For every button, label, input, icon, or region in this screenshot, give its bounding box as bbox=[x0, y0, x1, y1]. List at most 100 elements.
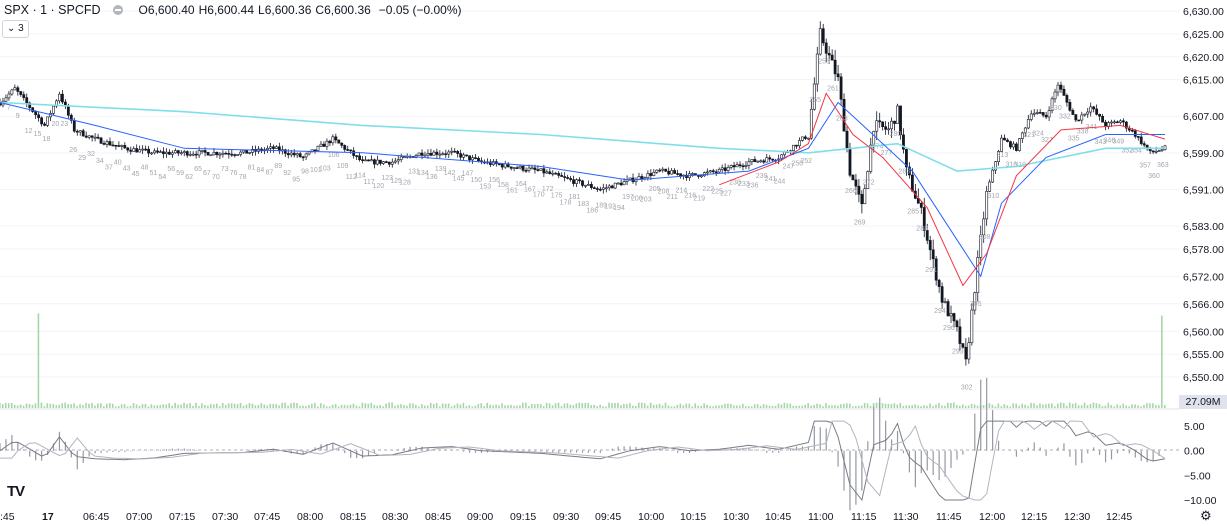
histogram-bar bbox=[587, 450, 590, 453]
candle-body bbox=[982, 218, 986, 236]
volume-bar bbox=[507, 405, 509, 408]
volume-bar bbox=[373, 404, 376, 408]
volume-bar bbox=[747, 406, 750, 408]
trade-count-label: 211 bbox=[667, 194, 678, 201]
histogram-bar bbox=[570, 450, 572, 453]
candle-body bbox=[1148, 148, 1152, 152]
trade-count-label: 321 bbox=[1023, 132, 1035, 139]
indicators-toggle-button[interactable]: ⌄ 3 bbox=[2, 20, 29, 38]
candle-body bbox=[150, 152, 153, 155]
candle-body bbox=[515, 167, 519, 169]
candle-body bbox=[676, 173, 680, 175]
candle-body bbox=[159, 151, 162, 153]
histogram-bar bbox=[867, 441, 869, 451]
candle-body bbox=[622, 181, 626, 186]
volume-bar bbox=[322, 404, 325, 408]
histogram-bar bbox=[540, 450, 542, 452]
trade-count-label: 20 bbox=[51, 121, 59, 128]
volume-bar bbox=[1137, 405, 1139, 408]
candle-body bbox=[376, 159, 379, 165]
volume-bar bbox=[608, 402, 610, 408]
histogram-bar bbox=[962, 450, 964, 455]
candle-body bbox=[286, 153, 290, 156]
histogram-bar bbox=[825, 428, 827, 451]
histogram-bar bbox=[778, 450, 780, 453]
gear-icon[interactable]: ⚙ bbox=[1200, 508, 1212, 523]
trade-count-label: 125 bbox=[390, 178, 402, 185]
candle-body bbox=[402, 156, 406, 159]
histogram-bar bbox=[974, 413, 976, 451]
open-value: 6,600.40 bbox=[147, 3, 195, 17]
candle-body bbox=[729, 165, 733, 168]
trade-count-label: 222 bbox=[702, 186, 714, 193]
histogram-bar bbox=[46, 450, 49, 456]
mid-moving-average-line bbox=[0, 101, 1165, 278]
candle-body bbox=[857, 185, 861, 195]
volume-bar bbox=[884, 403, 887, 408]
close-value: 6,600.36 bbox=[324, 3, 371, 17]
histogram-bar bbox=[920, 450, 922, 474]
histogram-bar bbox=[1069, 450, 1071, 457]
candle-body bbox=[328, 140, 332, 144]
time-tick-label: 12:00 bbox=[979, 511, 1005, 523]
volume-bar bbox=[212, 404, 215, 408]
trade-count-label: 227 bbox=[720, 190, 732, 197]
candle-body bbox=[563, 176, 567, 178]
trade-count-label: 158 bbox=[497, 182, 509, 189]
volume-bar bbox=[435, 402, 438, 408]
histogram-bar bbox=[118, 450, 120, 452]
candle-body bbox=[1101, 115, 1104, 123]
volume-bar bbox=[343, 404, 346, 408]
candle-body bbox=[7, 93, 11, 99]
symbol-title[interactable]: SPX · 1 · SPCFD bbox=[4, 3, 101, 17]
volume-bar bbox=[1036, 405, 1038, 408]
volume-bar bbox=[52, 404, 55, 408]
volume-bar bbox=[1131, 404, 1133, 408]
histogram-bar bbox=[754, 449, 756, 451]
volume-bar bbox=[854, 406, 857, 408]
candle-body bbox=[1003, 137, 1006, 141]
time-tick-label: 12:30 bbox=[1064, 511, 1090, 523]
volume-bar bbox=[236, 404, 239, 408]
candle-body bbox=[542, 168, 546, 174]
candle-body bbox=[744, 165, 748, 167]
volume-bar bbox=[1065, 405, 1068, 408]
candle-body bbox=[1142, 143, 1146, 146]
candle-body bbox=[1116, 121, 1119, 124]
volume-bar bbox=[207, 405, 209, 408]
candle-body bbox=[471, 157, 474, 161]
volume-bar bbox=[1089, 403, 1092, 408]
volume-bar bbox=[224, 404, 227, 408]
candle-body bbox=[66, 105, 70, 116]
histogram-bar bbox=[106, 450, 108, 453]
volume-bar bbox=[358, 406, 361, 408]
histogram-bar bbox=[677, 450, 679, 453]
volume-bar bbox=[629, 403, 631, 408]
candle-body bbox=[836, 73, 840, 78]
histogram-bar bbox=[94, 450, 96, 454]
volume-bar bbox=[462, 402, 465, 408]
trade-count-label: 101 bbox=[310, 167, 322, 174]
tradingview-logo[interactable]: TV bbox=[7, 483, 25, 500]
volume-bar bbox=[1015, 403, 1018, 408]
candle-body bbox=[242, 150, 246, 153]
volume-bar bbox=[0, 402, 1, 408]
volume-bar bbox=[887, 403, 890, 408]
volume-bar bbox=[1095, 403, 1098, 408]
candle-body bbox=[379, 159, 382, 164]
open-label: O bbox=[138, 3, 148, 17]
histogram-bar bbox=[35, 450, 37, 461]
volume-bar bbox=[783, 402, 786, 408]
volume-bar bbox=[563, 403, 566, 408]
volume-bar bbox=[1149, 403, 1151, 408]
histogram-bar bbox=[813, 426, 815, 451]
volume-bar bbox=[539, 404, 542, 408]
candle-body bbox=[937, 279, 941, 287]
volume-bar bbox=[171, 405, 173, 408]
candle-body bbox=[723, 167, 727, 171]
trade-count-label: 78 bbox=[239, 174, 247, 181]
volume-bar bbox=[447, 403, 450, 408]
histogram-bar bbox=[70, 450, 72, 458]
histogram-bar bbox=[314, 447, 316, 451]
